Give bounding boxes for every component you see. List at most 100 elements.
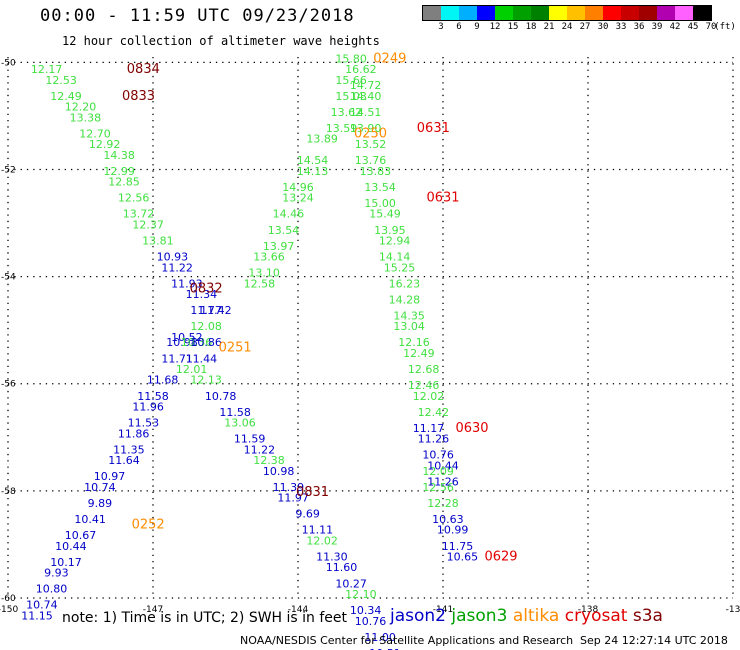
satellite-cryosat: cryosat	[564, 606, 633, 626]
page-title: 00:00 - 11:59 UTC 09/23/2018	[40, 6, 355, 26]
x-tick-label: -147	[143, 605, 163, 615]
wave-height-value: 13.52	[355, 138, 387, 151]
wave-height-value: 11.86	[118, 427, 150, 440]
wave-height-value: 10.52	[171, 331, 203, 344]
wave-height-value: 10.65	[447, 551, 479, 564]
pass-time-label: 0630	[455, 421, 488, 436]
wave-height-value: 10.44	[427, 459, 459, 472]
wave-height-value: 13.54	[364, 181, 396, 194]
scale-swatch	[549, 6, 567, 20]
y-tick-label: -52	[1, 165, 16, 175]
scale-label: 21	[543, 22, 555, 32]
wave-height-value: 13.83	[360, 165, 392, 178]
scale-label: 39	[651, 22, 663, 32]
wave-height-value: 14.40	[350, 90, 382, 103]
scale-swatch	[621, 6, 639, 20]
wave-height-value: 11.22	[161, 261, 193, 274]
wave-height-value: 12.01	[176, 363, 208, 376]
wave-height-value: 11.59	[234, 433, 266, 446]
wave-height-value: 12.17	[31, 63, 63, 76]
color-scale-legend	[422, 5, 712, 21]
wave-height-value: 15.49	[369, 208, 401, 221]
wave-height-value: 12.09	[422, 465, 454, 478]
wave-height-value: 12.58	[244, 277, 276, 290]
scale-swatch	[477, 6, 495, 20]
wave-height-value: 14.46	[273, 208, 305, 221]
page-subtitle: 12 hour collection of altimeter wave hei…	[62, 34, 380, 48]
wave-height-value: 12.56	[118, 192, 150, 205]
wave-height-value: 10.98	[166, 336, 198, 349]
wave-height-value: 10.36	[181, 336, 213, 349]
wave-height-value: 10.99	[437, 524, 469, 537]
wave-height-value: 10.41	[74, 513, 106, 526]
pass-time-label: 0249	[373, 51, 406, 66]
wave-height-value: 10.63	[432, 513, 464, 526]
wave-height-value: 10.97	[94, 470, 126, 483]
x-tick-label: -13	[726, 605, 740, 615]
wave-height-value: 12.85	[108, 176, 140, 189]
wave-height-value: 10.17	[50, 556, 82, 569]
wave-height-value: 13.76	[355, 154, 387, 167]
pass-time-label: 0252	[132, 517, 165, 532]
wave-height-value: 10.44	[55, 540, 87, 553]
wave-height-value: 11.97	[277, 492, 309, 505]
wave-height-value: 13.06	[224, 417, 256, 430]
pass-time-label: 0631	[417, 121, 450, 136]
scale-label: 15	[507, 22, 519, 32]
wave-height-value: 10.67	[65, 529, 97, 542]
wave-height-value: 11.58	[219, 406, 251, 419]
scale-label: 33	[615, 22, 627, 32]
wave-height-value: 12.49	[50, 90, 82, 103]
wave-height-value: 11.34	[186, 288, 218, 301]
wave-height-value: 10.27	[335, 577, 367, 590]
wave-height-value: 11.77	[190, 304, 222, 317]
wave-height-value: 10.74	[26, 599, 58, 612]
scale-label: 6	[456, 22, 462, 32]
scale-label: 27	[579, 22, 591, 32]
credit-line: NOAA/NESDIS Center for Satellite Applica…	[240, 634, 574, 647]
pass-time-label: 0250	[354, 126, 387, 141]
wave-height-value: 12.38	[253, 454, 285, 467]
scale-label: 24	[561, 22, 573, 32]
scale-swatch	[585, 6, 603, 20]
x-tick-label: -141	[433, 605, 453, 615]
wave-height-value: 12.02	[413, 390, 445, 403]
y-tick-label: -54	[1, 273, 16, 283]
wave-height-value: 12.37	[132, 218, 164, 231]
wave-height-value: 12.10	[345, 588, 377, 601]
wave-height-value: 13.72	[123, 208, 155, 221]
scale-label: 12	[489, 22, 501, 32]
scale-swatch	[459, 6, 477, 20]
scale-swatch	[495, 6, 513, 20]
scale-label: 42	[669, 22, 681, 32]
footer-note: note: 1) Time is in UTC; 2) SWH is in fe…	[62, 610, 348, 626]
wave-height-value: 12.99	[103, 165, 135, 178]
wave-height-value: 10.74	[84, 481, 116, 494]
wave-height-value: 12.02	[306, 534, 338, 547]
wave-height-value: 12.49	[403, 347, 435, 360]
wave-height-value: 13.97	[263, 240, 295, 253]
wave-height-value: 14.28	[389, 293, 421, 306]
pass-time-label: 0631	[426, 191, 459, 206]
wave-height-value: 10.80	[36, 583, 68, 596]
scale-swatch	[693, 6, 711, 20]
wave-height-value: 10.76	[355, 615, 387, 628]
wave-height-value: 11.44	[186, 352, 218, 365]
scale-label: 45	[687, 22, 699, 32]
scale-swatch	[531, 6, 549, 20]
wave-height-value: 13.24	[282, 192, 314, 205]
wave-height-value: 16.23	[389, 277, 421, 290]
x-tick-label: -144	[288, 605, 309, 615]
pass-time-label: 0834	[127, 62, 160, 77]
wave-height-value: 15.25	[384, 261, 416, 274]
wave-height-value: 11.96	[132, 401, 164, 414]
wave-height-value: 9.93	[44, 567, 69, 580]
pass-time-label: 0831	[296, 485, 329, 500]
wave-height-value: 12.08	[190, 320, 222, 333]
scale-swatch	[567, 6, 585, 20]
wave-height-value: 11.26	[418, 433, 450, 446]
y-tick-label: -60	[1, 594, 16, 604]
scale-swatch	[441, 6, 459, 20]
wave-height-value: 12.92	[89, 138, 121, 151]
